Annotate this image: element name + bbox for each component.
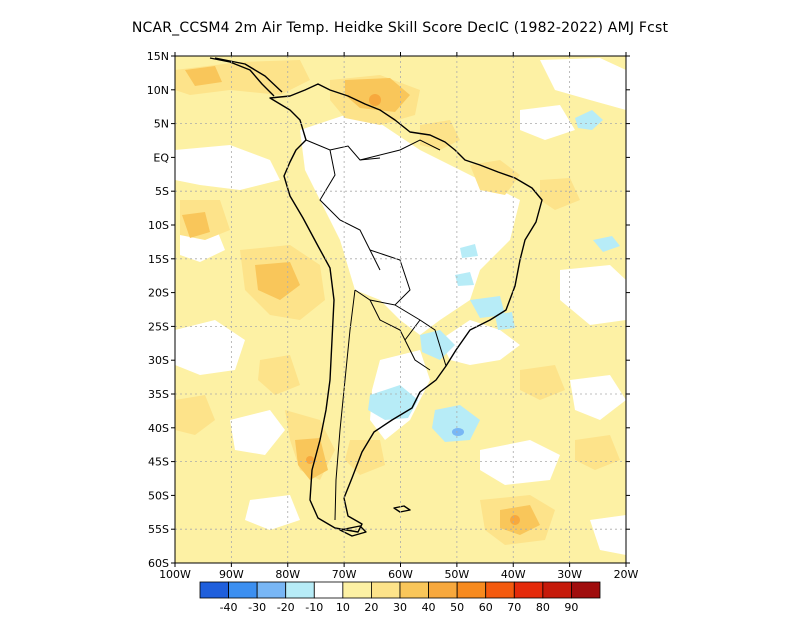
colorbar-swatch	[456, 581, 487, 599]
lat-label: 50S	[148, 489, 169, 502]
lon-label: 30W	[557, 568, 582, 581]
map-title: NCAR_CCSM4 2m Air Temp. Heidke Skill Sco…	[131, 20, 669, 36]
colorbar-swatch	[371, 581, 401, 599]
colorbar-label: 90	[564, 601, 578, 614]
lat-label: 15S	[148, 253, 169, 266]
lat-label: 35S	[148, 388, 169, 401]
lat-label: 45S	[148, 456, 169, 469]
colorbar-swatch	[513, 581, 544, 599]
colorbar-swatch	[199, 581, 229, 599]
country-borders	[305, 139, 447, 521]
skill-field	[175, 56, 626, 563]
lon-label: 100W	[159, 568, 191, 581]
lon-label: 80W	[275, 568, 300, 581]
lat-label: 15N	[147, 50, 169, 63]
colorbar-labels: -40 -30 -20 -10 10 20 30 40 50 60 70 80 90	[220, 601, 579, 614]
no-skill-areas	[175, 58, 626, 555]
lon-label: 40W	[501, 568, 526, 581]
colorbar-swatch	[256, 581, 287, 599]
colorbar-label: 30	[393, 601, 407, 614]
colorbar-label: -40	[220, 601, 238, 614]
lat-label: 10S	[148, 219, 169, 232]
lon-label: 70W	[332, 568, 357, 581]
colorbar-swatch	[342, 581, 372, 599]
colorbar-swatch	[485, 581, 515, 599]
colorbar-swatch	[285, 581, 315, 599]
colorbar-swatch	[313, 581, 344, 599]
colorbar-label: 10	[336, 601, 350, 614]
lat-label: 55S	[148, 523, 169, 536]
axis-ticks	[171, 52, 630, 567]
lat-label: 25S	[148, 320, 169, 333]
colorbar-swatch	[542, 581, 572, 599]
colorbar-label: 50	[450, 601, 464, 614]
lat-label: 20S	[148, 287, 169, 300]
colorbar-swatch	[571, 581, 601, 599]
lat-label: 5N	[154, 118, 169, 131]
colorbar-label: -20	[277, 601, 295, 614]
colorbar-label: 70	[507, 601, 521, 614]
lat-lon-grid	[175, 56, 626, 563]
colorbar-label: 80	[536, 601, 550, 614]
lat-label: 60S	[148, 557, 169, 570]
lon-label: 20W	[614, 568, 639, 581]
colorbar-swatch	[228, 581, 258, 599]
central-america-coast	[209, 57, 283, 97]
lat-label: 30S	[148, 354, 169, 367]
colorbar-label: 20	[364, 601, 378, 614]
skill-40-50-areas	[306, 94, 520, 525]
colorbar-label: 40	[422, 601, 436, 614]
lat-label: 10N	[147, 84, 169, 97]
colorbar	[199, 581, 601, 599]
lon-label: 50W	[444, 568, 469, 581]
lon-label: 60W	[388, 568, 413, 581]
lat-label: 40S	[148, 422, 169, 435]
colorbar-label: -30	[248, 601, 266, 614]
colorbar-label: -10	[305, 601, 323, 614]
lon-label: 90W	[219, 568, 244, 581]
colorbar-swatch	[399, 581, 429, 599]
colorbar-label: 60	[479, 601, 493, 614]
latitude-labels: 15N 10N 5N EQ 5S 10S 15S 20S 25S 30S 35S 40S 45S 50S 5…	[147, 50, 170, 570]
colorbar-swatch	[428, 581, 458, 599]
tierra-del-fuego	[339, 525, 367, 537]
lat-label: EQ	[153, 151, 169, 164]
negative-20-30-areas	[452, 428, 464, 436]
longitude-labels: 100W 90W 80W 70W 60W 50W 40W 30W 20W	[159, 568, 638, 581]
lat-label: 5S	[155, 185, 169, 198]
south-america-coast	[269, 83, 543, 533]
coastlines	[209, 57, 543, 537]
